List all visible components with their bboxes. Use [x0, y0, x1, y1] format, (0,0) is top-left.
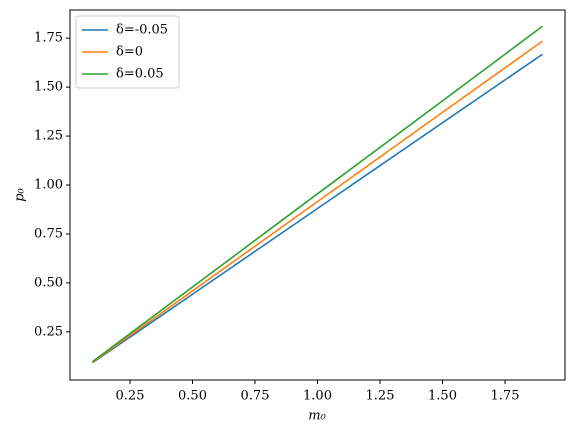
y-tick-label: 0.75 — [34, 226, 63, 241]
y-tick-label: 1.75 — [34, 31, 63, 46]
legend-box — [75, 15, 180, 89]
y-tick-label: 0.50 — [34, 275, 63, 290]
line-series — [92, 40, 543, 363]
y-tick-label: 0.25 — [34, 324, 63, 339]
plot-frame — [69, 9, 566, 381]
legend-label: δ=0 — [116, 45, 143, 60]
line-series — [92, 53, 543, 364]
x-tick-label: 0.75 — [241, 389, 270, 404]
y-axis-label: p₀ — [13, 187, 28, 201]
x-tick-label: 1.00 — [303, 389, 332, 404]
x-tick-label: 0.50 — [178, 389, 207, 404]
line-series — [92, 25, 543, 363]
y-tick-label: 1.00 — [34, 178, 63, 193]
y-tick-label: 1.25 — [34, 129, 63, 144]
legend-label: δ=-0.05 — [116, 23, 168, 38]
y-tick-label: 1.50 — [34, 80, 63, 95]
x-tick-label: 1.75 — [491, 389, 520, 404]
x-tick-label: 0.25 — [116, 389, 145, 404]
x-tick-label: 1.25 — [366, 389, 395, 404]
x-tick-label: 1.50 — [428, 389, 457, 404]
legend-label: δ=0.05 — [116, 67, 164, 82]
x-axis-label: m₀ — [308, 409, 326, 424]
